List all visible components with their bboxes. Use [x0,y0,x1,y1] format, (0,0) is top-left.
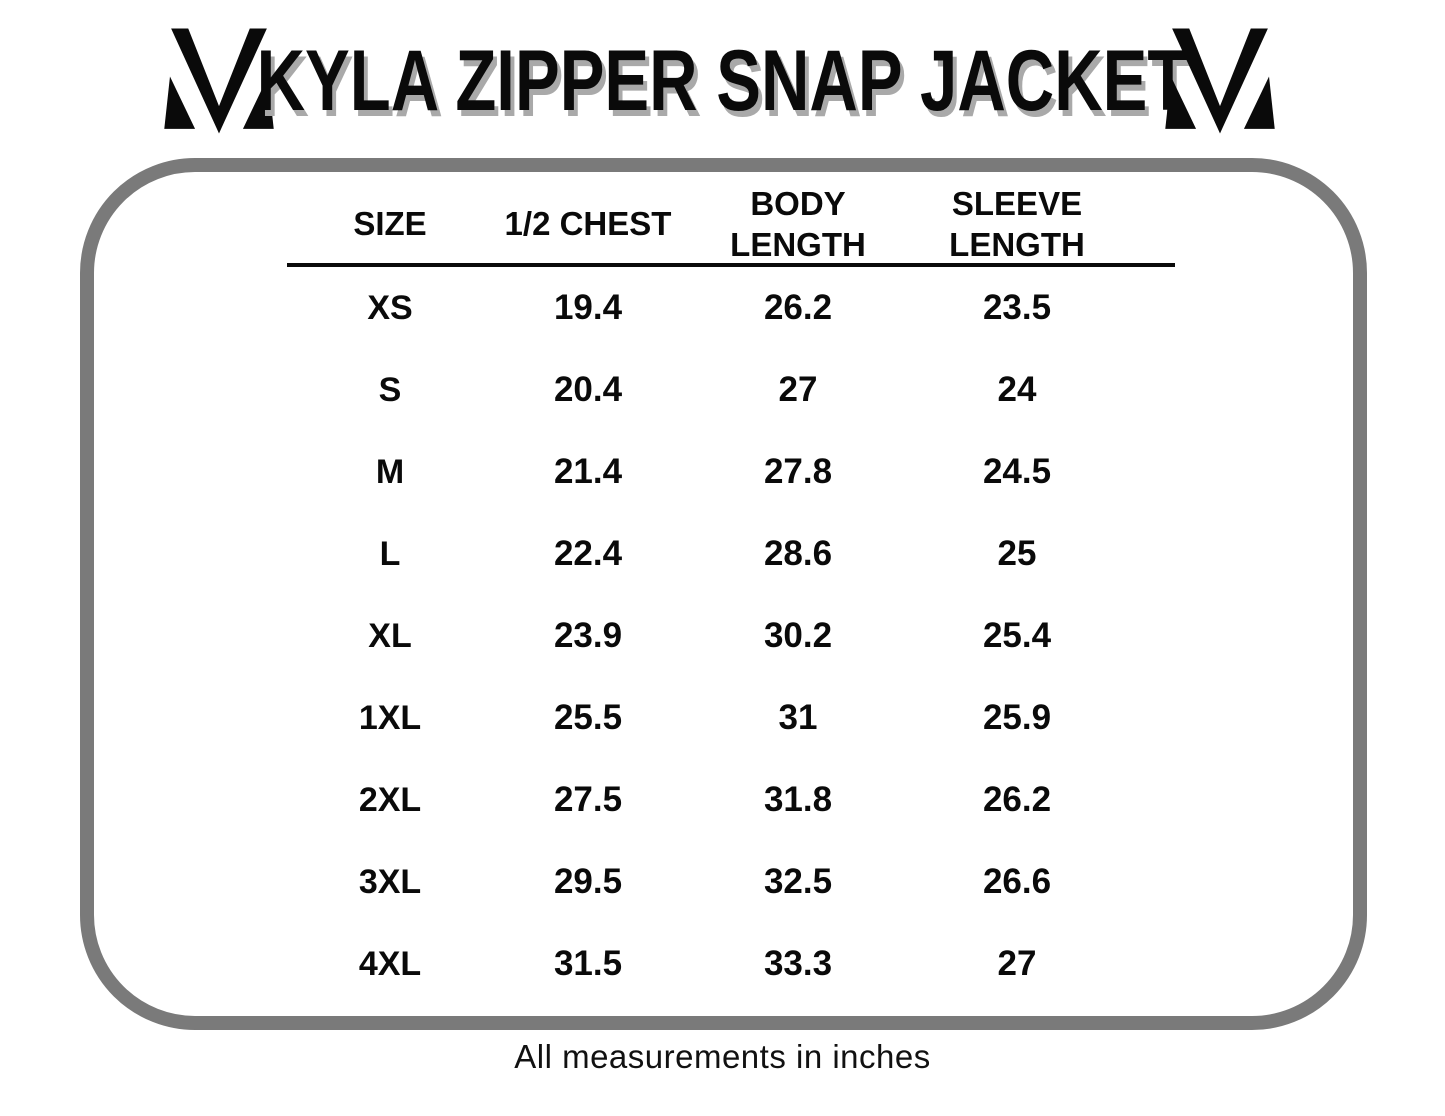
measurements-note: All measurements in inches [514,1038,931,1075]
cell-half-chest: 25.5 [553,698,623,737]
cell-size: M [375,452,405,491]
cell-half-chest: 21.4 [553,452,623,491]
cell-size: L [379,534,401,573]
cell-body-length: 30.2 [763,616,833,655]
cell-size: 4XL [358,944,422,983]
cell-body-length: 27.8 [763,452,833,491]
cell-sleeve-length: 23.5 [982,288,1052,327]
brand-monogram-icon [162,28,276,134]
cell-body-length: 27 [778,370,818,409]
cell-size: 3XL [358,862,422,901]
header-divider [287,263,1175,267]
cell-size: XL [368,616,412,655]
cell-body-length: 26.2 [763,288,833,327]
cell-sleeve-length: 25.4 [982,616,1052,655]
header-size: SIZE [353,205,427,243]
cell-half-chest: 19.4 [553,288,623,327]
brand-monogram-icon [1163,28,1277,134]
cell-body-length: 28.6 [763,534,833,573]
table-header-row: SIZE 1/2 CHEST BODY LENGTH SLEEVE LENGTH [287,184,1121,263]
cell-sleeve-length: 24 [997,370,1037,409]
cell-sleeve-length: 25 [997,534,1037,573]
cell-half-chest: 20.4 [553,370,623,409]
cell-body-length: 31 [778,698,818,737]
cell-size: XS [367,288,413,327]
cell-sleeve-length: 26.6 [982,862,1052,901]
cell-half-chest: 27.5 [553,780,623,819]
cell-sleeve-length: 27 [997,944,1037,983]
cell-sleeve-length: 25.9 [982,698,1052,737]
cell-half-chest: 23.9 [553,616,623,655]
page-title: KYLA ZIPPER SNAP JACKET [256,33,1189,129]
header-half-chest: 1/2 CHEST [504,205,672,243]
cell-size: 1XL [358,698,422,737]
header-sleeve-length: SLEEVE LENGTH [949,185,1085,263]
header-body-length: BODY LENGTH [730,185,866,263]
cell-half-chest: 22.4 [553,534,623,573]
size-table-body: XS 19.4 26.2 23.5 S 20.4 27 24 M 21.4 27… [287,267,1121,1005]
cell-body-length: 31.8 [763,780,833,819]
size-chart-frame [80,158,1367,1030]
cell-size: 2XL [358,780,422,819]
cell-half-chest: 31.5 [553,944,623,983]
cell-body-length: 33.3 [763,944,833,983]
cell-half-chest: 29.5 [553,862,623,901]
cell-sleeve-length: 24.5 [982,452,1052,491]
cell-sleeve-length: 26.2 [982,780,1052,819]
cell-body-length: 32.5 [763,862,833,901]
cell-size: S [378,370,402,409]
